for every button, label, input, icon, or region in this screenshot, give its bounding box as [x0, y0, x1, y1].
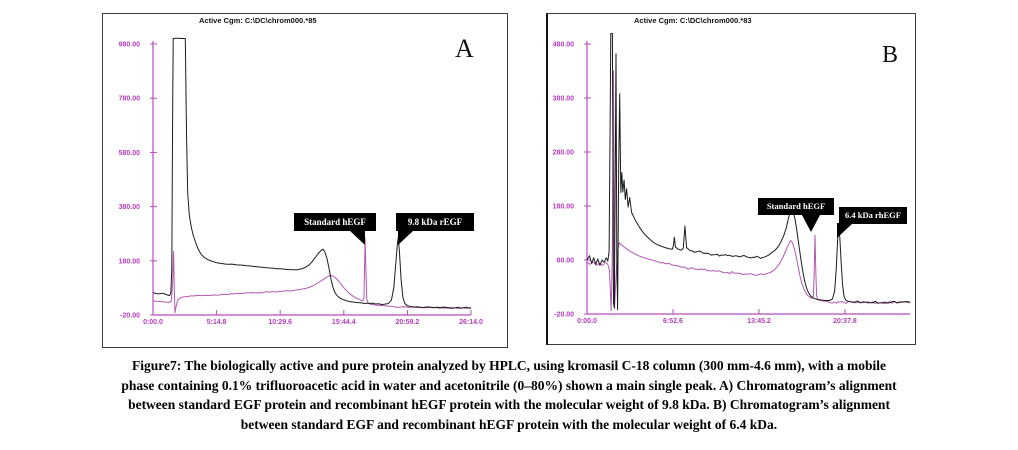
x-tick-label: 0:00.0 [577, 318, 597, 325]
figure-caption: Figure7: The biologically active and pur… [0, 356, 1018, 434]
trace-6-4-kda-rhegf [586, 33, 911, 311]
y-tick-label: 780.00 [119, 96, 141, 103]
chromatogram-plot-b: 480.00 380.00 280.00 180.00 80.00 -20.000:00.… [553, 33, 911, 325]
x-tick-label: 20:59.2 [396, 319, 420, 326]
x-tick-label: 13:45.2 [747, 318, 771, 325]
x-tick-label: 15:44.4 [332, 319, 356, 326]
x-tick-label: 20:37.8 [833, 318, 857, 325]
caption-line: between standard EGF and recombinant hEG… [240, 416, 778, 432]
peak-callout-9-8-kda-regf: 9.8 kDa rEGF [396, 213, 474, 231]
trace-9-8-kda-regf [152, 37, 472, 309]
y-tick-label: 380.00 [553, 96, 575, 103]
peak-callout-label: Standard hEGF [766, 201, 826, 211]
x-tick-label: 10:29.6 [268, 319, 292, 326]
y-tick-label: -20.00 [554, 312, 574, 319]
peak-callout-label: Standard hEGF [304, 217, 366, 227]
y-tick-label: 280.00 [553, 150, 575, 157]
y-tick-label: 180.00 [553, 204, 575, 211]
y-tick-label: 480.00 [553, 42, 575, 49]
x-tick-label: 0:00.0 [143, 319, 163, 326]
caption-line: between standard EGF protein and recombi… [128, 397, 890, 412]
x-tick-label: 5:14.8 [207, 319, 227, 326]
panel-letter-a: A [455, 34, 474, 63]
y-tick-label: -20.00 [120, 313, 140, 320]
y-tick-label: 80.00 [556, 258, 574, 265]
caption-line: Figure7: The biologically active and pur… [131, 358, 887, 373]
window-title-b: Active Cgm: C:\DC\chrom000.*83 [634, 16, 752, 25]
peak-callout-6-4-kda-rhegf: 6.4 kDa rhEGF [839, 207, 907, 224]
chromatogram-plot-a: 980.00 780.00 580.00 380.00 180.00 -20.000:00… [119, 37, 483, 326]
y-tick-label: 180.00 [119, 258, 141, 265]
peak-callout-label: 9.8 kDa rEGF [407, 217, 463, 227]
chromatogram-window-a: 980.00 780.00 580.00 380.00 180.00 -20.00 0:00… [102, 13, 508, 348]
peak-callout-standard-hegf-a: Standard hEGF [294, 213, 376, 231]
caption-line: phase containing 0.1% trifluoroacetic ac… [121, 377, 897, 393]
x-tick-label: 26:14.0 [459, 319, 483, 326]
chromatogram-window-b: 480.00 380.00 280.00 180.00 80.00 -20.00 0:00.… [546, 13, 916, 345]
peak-callout-label: 6.4 kDa rhEGF [845, 210, 901, 220]
trace-standard-hegf [152, 237, 471, 314]
trace-standard-hegf [586, 70, 911, 312]
x-tick-label: 6:52.6 [663, 318, 683, 325]
y-tick-label: 380.00 [119, 204, 141, 211]
panel-letter-b: B [882, 42, 899, 68]
y-tick-label: 580.00 [119, 150, 141, 157]
peak-callout-standard-hegf-b: Standard hEGF [758, 198, 834, 215]
window-title-a: Active Cgm: C:\DC\chrom000.*85 [199, 16, 317, 25]
y-tick-label: 980.00 [119, 42, 141, 49]
